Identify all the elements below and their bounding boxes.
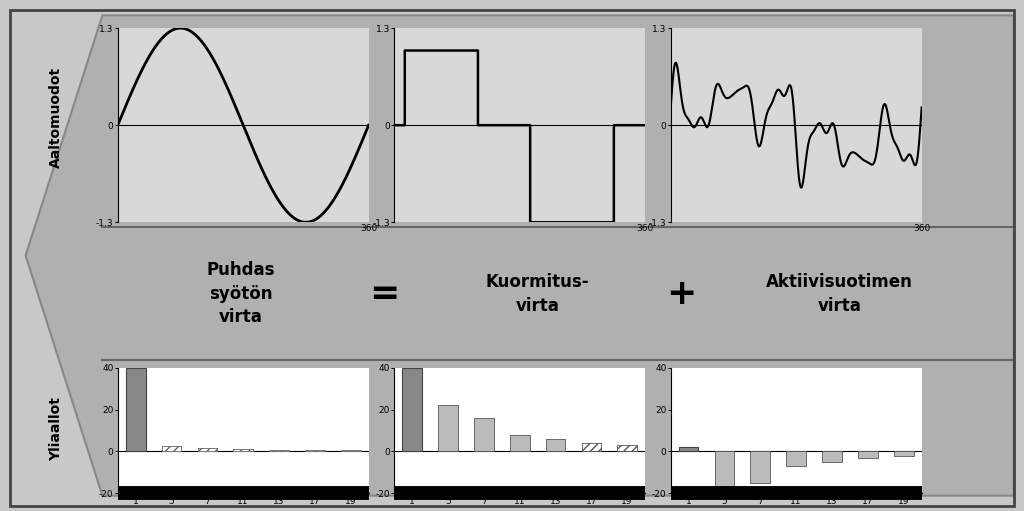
Bar bbox=[474, 418, 494, 451]
Text: Yliaallot: Yliaallot bbox=[49, 398, 63, 461]
Bar bbox=[894, 451, 913, 456]
Bar bbox=[233, 449, 253, 451]
Bar bbox=[715, 451, 734, 489]
Bar bbox=[858, 451, 878, 458]
Polygon shape bbox=[26, 15, 1014, 496]
Bar bbox=[162, 446, 181, 451]
Text: Kuormitus-
virta: Kuormitus- virta bbox=[485, 273, 590, 315]
Bar bbox=[233, 449, 253, 451]
Bar bbox=[438, 406, 458, 451]
Bar bbox=[305, 450, 325, 451]
Bar bbox=[751, 451, 770, 483]
Text: =: = bbox=[369, 277, 399, 311]
Text: +: + bbox=[666, 277, 696, 311]
Bar bbox=[546, 439, 565, 451]
Bar bbox=[162, 446, 181, 451]
Text: Aaltomuodot: Aaltomuodot bbox=[49, 67, 63, 168]
Bar bbox=[198, 448, 217, 451]
Bar bbox=[269, 450, 289, 451]
Bar bbox=[126, 368, 145, 451]
Bar bbox=[582, 443, 601, 451]
Text: Aktiivisuotimen
virta: Aktiivisuotimen virta bbox=[766, 273, 913, 315]
Bar bbox=[341, 450, 360, 451]
Bar bbox=[402, 368, 422, 451]
Bar bbox=[198, 448, 217, 451]
Bar bbox=[269, 450, 289, 451]
Bar bbox=[617, 445, 637, 451]
Bar bbox=[341, 450, 360, 451]
Bar bbox=[822, 451, 842, 462]
Bar bbox=[786, 451, 806, 466]
Bar bbox=[679, 447, 698, 451]
Text: Puhdas
syötön
virta: Puhdas syötön virta bbox=[207, 261, 274, 327]
Bar bbox=[510, 435, 529, 451]
Bar bbox=[305, 450, 325, 451]
